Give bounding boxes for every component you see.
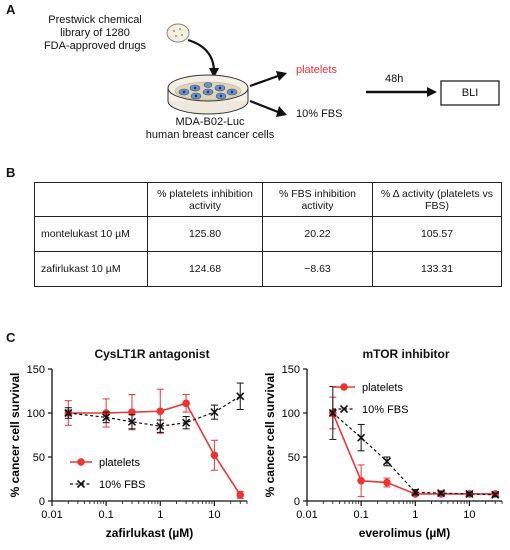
y-tick-label: 150 [27,364,45,376]
series-platelets [329,396,500,498]
legend-marker [340,383,348,391]
table-cell: 105.57 [372,216,502,252]
legend-label: 10% FBS [362,404,408,416]
curved-arrow-icon [187,38,219,78]
chart-mtor: 0 50 100 150 0.01 0.1 1 10 everolimus (µM) % canc… [263,364,503,540]
data-point [182,399,190,408]
series-platelets [64,388,245,499]
y-tick-label: 50 [288,452,300,464]
legend-label: platelets [362,382,403,394]
data-point [437,489,446,498]
data-point [411,488,420,497]
library-label: Prestwick chemical library of 1280 FDA-a… [20,14,170,53]
y-tick-label: 100 [282,408,300,420]
data-point [210,451,219,460]
table-cell: 124.68 [147,251,263,287]
table-header-cell: % Δ activity (platelets vs FBS) [372,182,502,217]
data-point [156,407,165,416]
data-point [491,490,500,499]
table-header-cell: % platelets inhibition activity [147,182,263,217]
y-axis-label: % cancer cell survival [8,373,22,498]
library-line: FDA-approved drugs [43,40,147,52]
legend-label: platelets [99,457,140,469]
legend-label: 10% FBS [99,479,145,491]
data-point [357,433,366,442]
schematic-diagram [166,23,500,117]
y-axis-label: % cancer cell survival [263,373,277,498]
data-point [382,457,392,466]
panel-label-a: A [6,2,16,17]
table-cell: montelukast 10 µM [34,216,148,252]
data-point [182,418,191,427]
data-point [236,491,245,499]
time-label: 48h [385,73,404,85]
panel-label-b: B [6,165,16,180]
pill-icon [166,23,190,43]
arrow-to-platelets-icon [249,71,287,88]
cell-line-line: MDA-B02-Luc [175,116,245,128]
petri-dish-icon [167,74,249,115]
x-tick-label: 10 [463,509,475,521]
table-cell: −8.63 [262,251,373,287]
library-line: library of 1280 [60,27,130,39]
x-axis-label: everolimus (µM) [359,526,451,540]
legend-marker [76,479,86,489]
chart-cyslt1r: 0 50 100 150 0.01 0.1 1 10 zafirlukast (µM) % can… [8,364,248,540]
data-point [64,408,73,418]
table-row: zafirlukast 10 µM 124.68 −8.63 133.31 [34,251,502,287]
data-point [383,478,391,487]
table-header-cell: % FBS inhibition activity [262,182,373,217]
x-tick-label: 1 [412,509,418,521]
y-tick-label: 0 [39,496,45,508]
table-cell: 20.22 [262,216,373,252]
x-tick-label: 0.1 [98,509,113,521]
x-tick-label: 1 [157,509,163,521]
data-point [128,408,136,416]
y-tick-label: 50 [33,452,45,464]
chart-title-right: mTOR inhibitor [362,347,450,361]
table-header-row: % platelets inhibition activity % FBS in… [34,182,502,217]
activity-table: % platelets inhibition activity % FBS in… [34,182,502,287]
readout-box [440,80,500,106]
y-tick-label: 100 [27,408,45,420]
table-header-cell [34,182,148,217]
x-tick-label: 0.1 [353,509,368,521]
data-point [357,476,365,485]
x-tick-label: 10 [208,509,220,521]
library-line: Prestwick chemical [48,14,142,26]
data-point [210,408,219,417]
condition-platelets: platelets [296,64,337,76]
data-point [236,392,245,401]
table-cell: zafirlukast 10 µM [34,251,148,287]
legend-marker [339,404,349,414]
cell-line-label: MDA-B02-Luc human breast cancer cells [130,116,290,142]
series-fbs [64,382,245,433]
data-point [328,408,337,418]
y-tick-label: 150 [282,364,300,376]
arrow-to-readout-icon [366,87,437,97]
series-fbs [328,386,500,499]
series-line [332,412,496,495]
readout-label: BLI [461,87,479,99]
cell-line-line: human breast cancer cells [145,129,275,141]
data-point [102,413,111,422]
series-line [332,412,496,496]
table-cell: 125.80 [147,216,263,252]
data-point [465,489,474,499]
x-axis-label: zafirlukast (µM) [106,526,194,540]
arrow-to-fbs-icon [249,99,287,117]
table-row: montelukast 10 µM 125.80 20.22 105.57 [34,216,502,252]
chart-title-left: CysLT1R antagonist [94,347,210,361]
x-tick-label: 0.01 [296,509,317,521]
x-tick-label: 0.01 [41,509,62,521]
panel-label-c: C [6,330,16,345]
table-cell: 133.31 [372,251,502,287]
legend-marker [77,458,85,466]
condition-fbs: 10% FBS [296,108,343,120]
y-tick-label: 0 [294,496,300,508]
data-point [127,417,137,426]
data-point [156,422,165,431]
